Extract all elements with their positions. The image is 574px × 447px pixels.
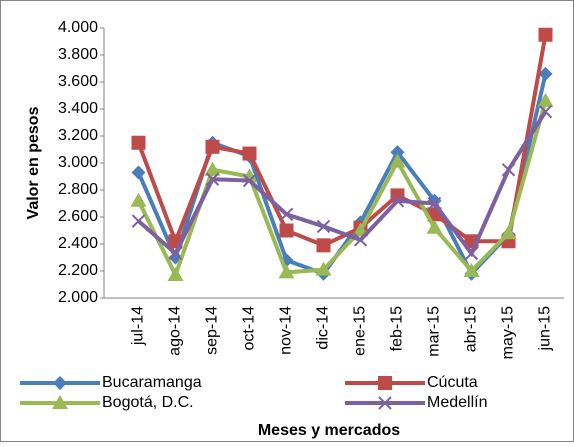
data-point <box>537 92 554 107</box>
legend-label: Bogotá, D.C. <box>102 394 194 411</box>
x-tick-label: dic-14 <box>315 306 332 350</box>
data-point <box>538 27 553 42</box>
y-tick-label: 2.800 <box>58 181 98 198</box>
data-point <box>538 66 553 81</box>
data-point <box>390 194 405 208</box>
x-tick-label: sep-14 <box>204 306 221 355</box>
x-tick-label: feb-15 <box>389 306 406 351</box>
data-point <box>501 163 516 177</box>
x-tick-label: abr-15 <box>463 306 480 352</box>
legend-label: Bucaramanga <box>102 374 202 391</box>
y-tick-label: 2.200 <box>58 262 98 279</box>
y-tick-label: 3.600 <box>58 73 98 90</box>
data-point <box>131 165 146 180</box>
data-point <box>427 196 442 211</box>
x-tick-label: may-15 <box>500 306 517 359</box>
data-point <box>167 267 184 282</box>
y-tick-label: 2.600 <box>58 208 98 225</box>
x-tick-label: ene-15 <box>352 306 369 356</box>
data-point <box>390 145 405 160</box>
data-point <box>168 246 183 261</box>
y-tick-label: 3.400 <box>58 100 98 117</box>
legend-marker <box>378 376 392 390</box>
legend-marker <box>52 395 68 409</box>
data-point <box>389 153 406 168</box>
data-point <box>131 214 146 228</box>
data-point <box>279 207 294 222</box>
y-tick-label: 4.000 <box>58 19 98 36</box>
x-axis-label: Meses y mercados <box>258 422 400 439</box>
data-point <box>463 263 480 277</box>
data-point <box>130 192 147 207</box>
data-point <box>353 233 368 247</box>
series-line <box>137 110 548 258</box>
x-tick-label: nov-14 <box>278 306 295 355</box>
x-tick-label: jul-14 <box>130 306 147 346</box>
data-point <box>464 246 479 261</box>
data-point <box>500 225 517 240</box>
y-tick-label: 2.000 <box>58 289 98 306</box>
data-point <box>205 139 220 154</box>
legend-label: Cúcuta <box>427 374 478 391</box>
data-point <box>538 104 553 119</box>
x-tick-label: mar-15 <box>426 306 443 357</box>
y-axis-label: Valor en pesos <box>25 106 42 219</box>
data-point <box>426 219 443 234</box>
y-tick-label: 3.200 <box>58 127 98 144</box>
data-point <box>316 219 331 234</box>
data-point <box>204 161 221 176</box>
x-tick-label: jun-15 <box>537 306 554 352</box>
data-point <box>242 146 257 161</box>
x-tick-label: oct-14 <box>241 306 258 351</box>
y-tick-label: 3.800 <box>58 46 98 63</box>
data-point <box>278 264 295 279</box>
legend-label: Medellín <box>427 394 487 411</box>
x-tick-label: ago-14 <box>167 306 184 356</box>
legend-marker <box>378 396 392 410</box>
data-point <box>242 173 257 188</box>
data-point <box>279 223 294 238</box>
y-tick-label: 3.000 <box>58 154 98 171</box>
y-tick-label: 2.400 <box>58 235 98 252</box>
data-point <box>390 188 405 203</box>
data-point <box>316 238 331 253</box>
legend-marker <box>53 376 67 390</box>
data-point <box>131 135 146 150</box>
data-point <box>205 172 220 186</box>
data-point <box>315 261 332 276</box>
